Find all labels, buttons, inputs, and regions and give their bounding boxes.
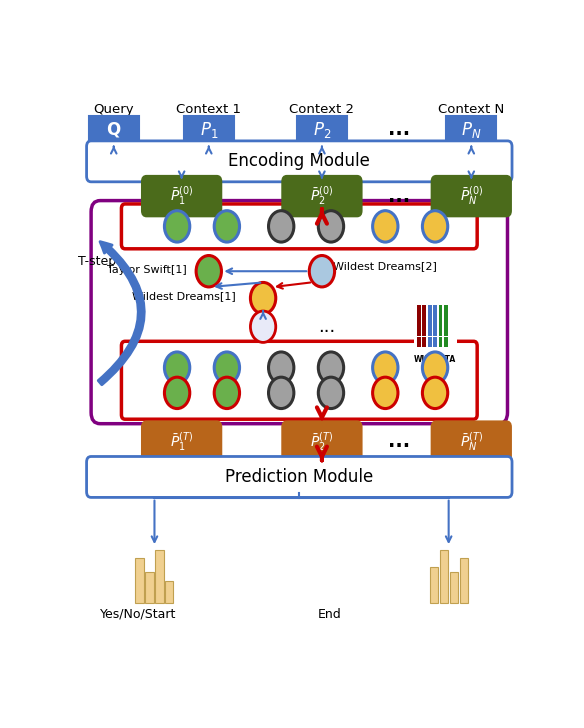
Circle shape bbox=[251, 311, 276, 342]
Bar bbox=[460, 558, 468, 603]
Bar bbox=[135, 558, 144, 603]
Circle shape bbox=[373, 210, 398, 242]
Circle shape bbox=[373, 377, 398, 408]
Text: ...: ... bbox=[318, 317, 335, 336]
FancyBboxPatch shape bbox=[282, 422, 361, 462]
Text: Context 1: Context 1 bbox=[176, 103, 241, 116]
Bar bbox=[440, 550, 448, 603]
FancyBboxPatch shape bbox=[91, 201, 507, 424]
Circle shape bbox=[422, 377, 448, 408]
Text: Q: Q bbox=[107, 121, 121, 139]
Text: $\bar{P}_N^{(T)}$: $\bar{P}_N^{(T)}$ bbox=[460, 430, 483, 453]
Bar bbox=[433, 337, 437, 347]
Text: $\bar{P}_N^{(0)}$: $\bar{P}_N^{(0)}$ bbox=[460, 185, 483, 207]
Text: T-step: T-step bbox=[78, 256, 116, 268]
Text: ...: ... bbox=[388, 186, 410, 205]
Text: WIKIDATA: WIKIDATA bbox=[414, 355, 456, 364]
Text: ...: ... bbox=[388, 120, 410, 140]
Bar bbox=[165, 581, 173, 603]
FancyBboxPatch shape bbox=[297, 116, 347, 144]
Text: $P_1$: $P_1$ bbox=[200, 120, 218, 140]
Text: Context 2: Context 2 bbox=[290, 103, 354, 116]
Text: $\bar{P}_1^{(0)}$: $\bar{P}_1^{(0)}$ bbox=[170, 185, 193, 207]
Text: Query: Query bbox=[93, 103, 134, 116]
Circle shape bbox=[318, 210, 343, 242]
Text: End: End bbox=[318, 608, 341, 621]
FancyArrowPatch shape bbox=[98, 242, 144, 385]
Text: Taylor Swift[1]: Taylor Swift[1] bbox=[107, 264, 187, 274]
Circle shape bbox=[310, 256, 335, 287]
Circle shape bbox=[269, 352, 294, 384]
Text: Prediction Module: Prediction Module bbox=[225, 468, 373, 486]
Bar bbox=[433, 304, 437, 336]
Bar bbox=[439, 337, 443, 347]
Bar bbox=[444, 304, 448, 336]
Circle shape bbox=[214, 377, 239, 408]
Text: $P_2$: $P_2$ bbox=[313, 120, 331, 140]
Circle shape bbox=[165, 377, 190, 408]
Circle shape bbox=[422, 352, 448, 384]
FancyBboxPatch shape bbox=[432, 422, 511, 462]
Circle shape bbox=[373, 352, 398, 384]
Bar bbox=[413, 300, 457, 351]
FancyBboxPatch shape bbox=[86, 141, 512, 182]
Bar bbox=[427, 304, 432, 336]
Circle shape bbox=[318, 377, 343, 408]
FancyBboxPatch shape bbox=[184, 116, 234, 144]
Bar bbox=[422, 304, 426, 336]
Text: Encoding Module: Encoding Module bbox=[228, 152, 370, 170]
FancyBboxPatch shape bbox=[446, 116, 496, 144]
FancyBboxPatch shape bbox=[86, 456, 512, 497]
Text: ...: ... bbox=[388, 432, 410, 451]
Circle shape bbox=[251, 282, 276, 314]
Text: Wildest Dreams[1]: Wildest Dreams[1] bbox=[132, 291, 235, 301]
Text: Context N: Context N bbox=[438, 103, 505, 116]
Bar bbox=[155, 550, 164, 603]
Text: Wildest Dreams[2]: Wildest Dreams[2] bbox=[333, 261, 437, 271]
Circle shape bbox=[196, 256, 221, 287]
Bar bbox=[145, 572, 154, 603]
Bar bbox=[416, 337, 420, 347]
Circle shape bbox=[165, 352, 190, 384]
FancyBboxPatch shape bbox=[282, 176, 361, 216]
Bar bbox=[422, 337, 426, 347]
Circle shape bbox=[269, 210, 294, 242]
Text: Yes/No/Start: Yes/No/Start bbox=[100, 608, 176, 621]
Bar bbox=[444, 337, 448, 347]
Bar bbox=[450, 572, 458, 603]
Circle shape bbox=[318, 352, 343, 384]
Circle shape bbox=[269, 377, 294, 408]
FancyBboxPatch shape bbox=[89, 116, 138, 144]
FancyBboxPatch shape bbox=[432, 176, 511, 216]
Circle shape bbox=[422, 210, 448, 242]
Bar bbox=[416, 304, 420, 336]
Text: $\bar{P}_1^{(T)}$: $\bar{P}_1^{(T)}$ bbox=[170, 430, 193, 453]
Text: $P_N$: $P_N$ bbox=[461, 120, 481, 140]
Circle shape bbox=[214, 210, 239, 242]
Bar bbox=[430, 566, 438, 603]
Circle shape bbox=[214, 352, 239, 384]
Bar bbox=[427, 337, 432, 347]
FancyBboxPatch shape bbox=[121, 204, 477, 249]
FancyBboxPatch shape bbox=[142, 176, 221, 216]
FancyBboxPatch shape bbox=[121, 341, 477, 419]
FancyBboxPatch shape bbox=[142, 422, 221, 462]
Bar bbox=[439, 304, 443, 336]
Circle shape bbox=[165, 210, 190, 242]
Text: $\bar{P}_2^{(T)}$: $\bar{P}_2^{(T)}$ bbox=[310, 430, 333, 453]
Text: $\bar{P}_2^{(0)}$: $\bar{P}_2^{(0)}$ bbox=[310, 185, 333, 207]
